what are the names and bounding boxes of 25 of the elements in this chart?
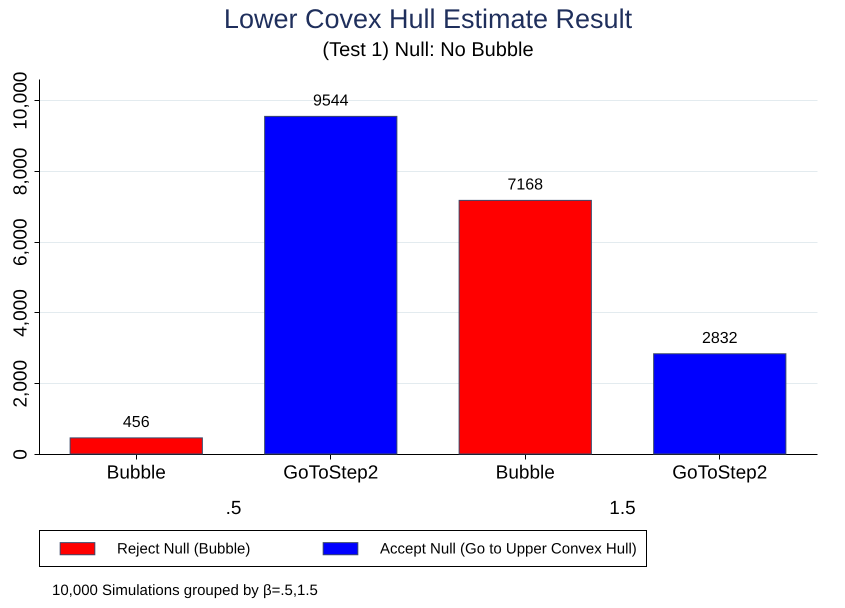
y-tick-label: 10,000 — [10, 72, 32, 130]
x-tick-label: GoToStep2 — [283, 462, 378, 484]
legend-label: Accept Null (Go to Upper Convex Hull) — [380, 540, 637, 558]
y-tick-label: 0 — [10, 449, 32, 460]
x-tick-label: Bubble — [496, 462, 555, 484]
legend-label: Reject Null (Bubble) — [117, 540, 250, 558]
text: 1.5 — [609, 498, 636, 519]
bar — [458, 200, 592, 454]
y-tick-label: 4,000 — [10, 289, 32, 337]
data-label: 7168 — [507, 176, 544, 194]
text: .5 — [226, 498, 242, 519]
data-label: 456 — [122, 414, 150, 431]
y-tick-label: 2,000 — [10, 360, 32, 408]
y-tick-label: 8,000 — [10, 148, 32, 196]
y-tick-label: 6,000 — [10, 218, 32, 266]
data-label: 2832 — [702, 330, 738, 347]
x-tick-label: Bubble — [106, 462, 166, 484]
chart-title: Lower Covex Hull Estimate Result — [224, 4, 633, 34]
data-label: 9544 — [312, 92, 349, 110]
x-tick-label: GoToStep2 — [672, 462, 768, 484]
chart-subtitle: (Test 1) Null: No Bubble — [322, 39, 534, 62]
bar — [653, 353, 786, 454]
text: 10,000 Simulations grouped by β=.5,1.5 — [52, 582, 318, 599]
bar — [264, 116, 398, 454]
bar — [70, 437, 203, 454]
